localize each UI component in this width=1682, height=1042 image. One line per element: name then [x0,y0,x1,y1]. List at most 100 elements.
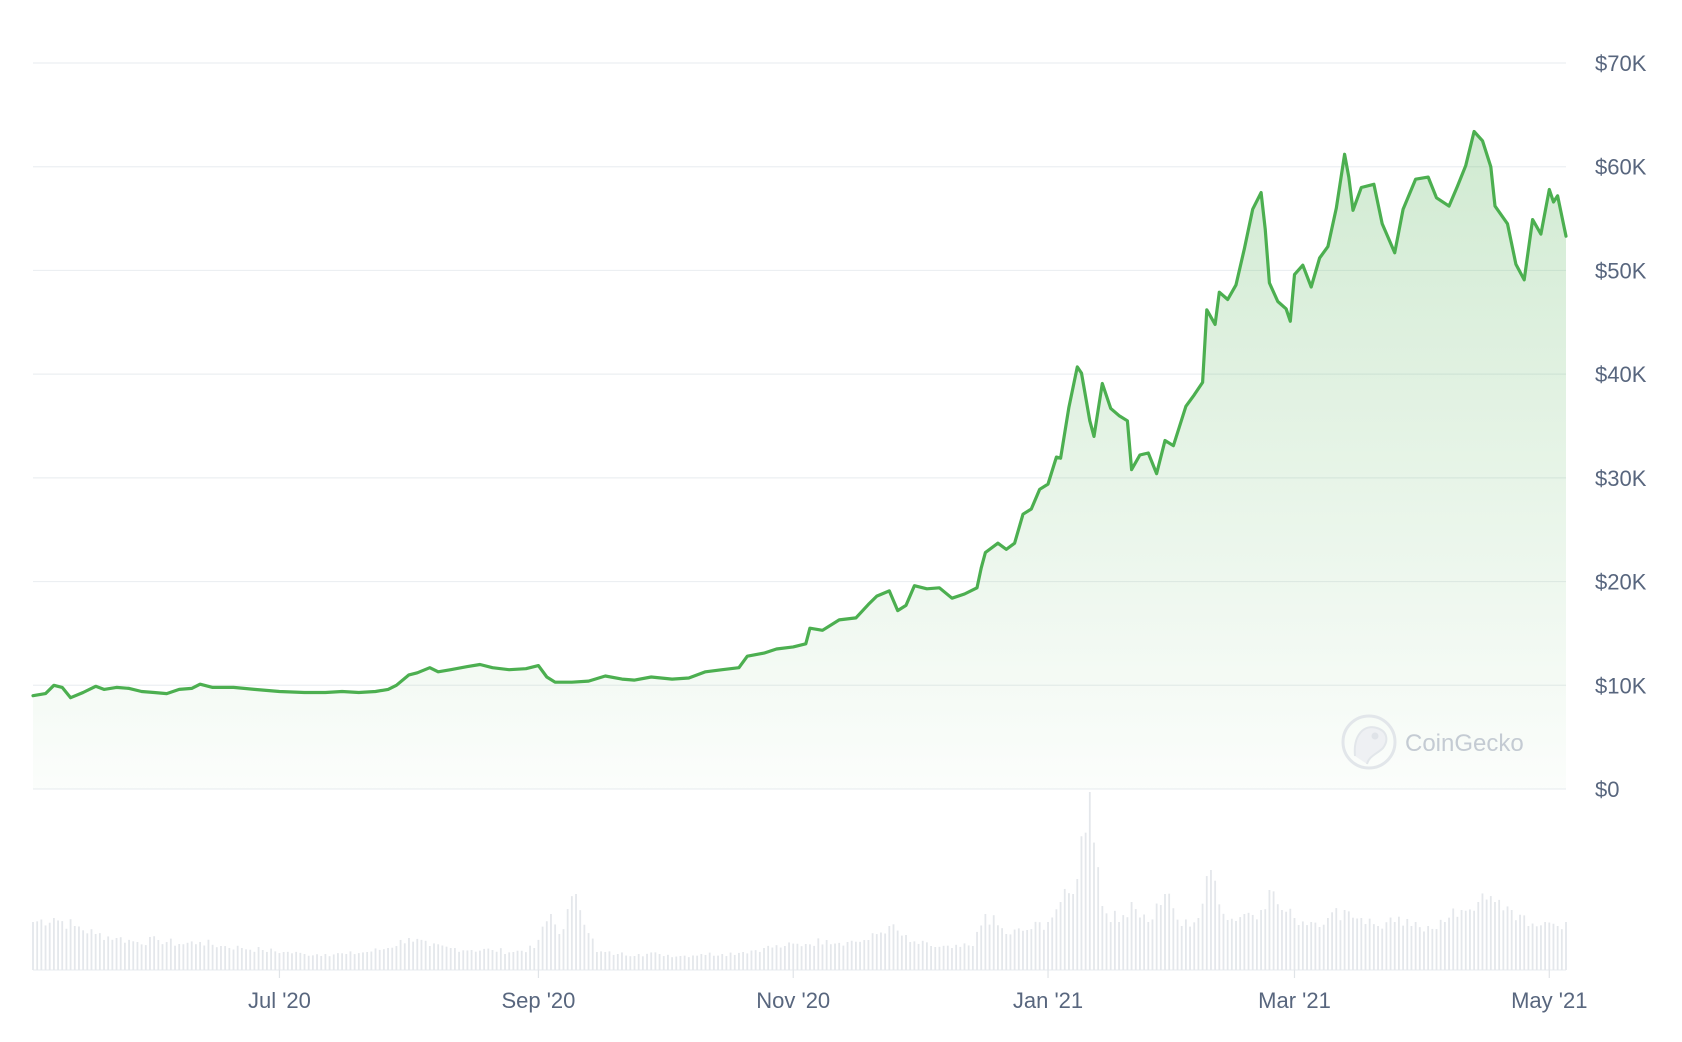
volume-bar [884,933,887,970]
volume-bar [52,918,55,970]
volume-bar [161,944,164,970]
volume-bar [1022,930,1024,970]
volume-bar [1276,904,1279,970]
volume-bar [566,909,569,970]
volume-bar [1151,919,1154,970]
volume-bar [1423,931,1425,970]
volume-bar [1126,917,1129,970]
volume-bar [90,929,93,970]
volume-bar [445,946,448,970]
volume-bar [495,951,498,970]
volume-bar [111,939,114,970]
volume-bar [36,921,39,970]
volume-bar [1130,902,1133,970]
volume-bar [763,948,765,970]
volume-bar [767,945,770,970]
volume-bar [479,950,481,970]
volume-bar [1268,890,1271,970]
volume-bar [437,944,440,970]
volume-bar [1368,918,1371,970]
volume-bar [1093,842,1095,970]
volume-bar [1264,909,1267,970]
volume-bar [1473,910,1476,970]
volume-bar [1113,910,1116,970]
volume-bar [61,921,64,970]
volume-bar [1034,921,1037,970]
volume-bar [1448,917,1450,970]
volume-bar [1226,920,1229,970]
volume-bar [1235,920,1237,970]
volume-bar [470,950,473,970]
price-line-group[interactable] [31,129,1568,700]
volume-bar [608,951,611,970]
volume-bar [579,910,582,970]
volume-bar [295,951,298,970]
volume-bar [190,941,193,970]
volume-bar [1001,928,1003,970]
volume-bar [591,938,594,970]
volume-bar [458,951,460,970]
volume-bar [1377,926,1379,970]
volume-bar [984,914,987,970]
x-tick-label: Mar '21 [1258,988,1331,1013]
volume-bar [1310,922,1313,970]
volume-bar [378,949,381,970]
volume-bars [32,792,1567,970]
volume-bar [545,921,548,970]
volume-bar [278,953,281,970]
volume-bar [1176,919,1179,970]
volume-bar [917,943,920,970]
volume-bar [474,951,477,970]
volume-bar [930,946,932,970]
volume-bar [487,948,490,970]
volume-bar [1260,910,1262,970]
volume-bar [888,926,891,970]
volume-bar [1406,918,1409,970]
volume-bar [504,953,506,970]
price-line[interactable] [31,129,1568,700]
volume-bar [942,945,945,970]
volume-bar [809,944,811,970]
volume-bar [955,944,958,970]
volume-bar [909,942,912,970]
x-tick-label: Nov '20 [756,988,830,1013]
volume-bar [658,954,661,970]
volume-bar [1159,905,1162,970]
volume-bar [1139,917,1141,970]
volume-bar [65,928,68,970]
volume-bar [1477,902,1480,970]
volume-bar [453,948,456,970]
volume-bar [625,955,628,970]
volume-bar [128,939,130,970]
volume-bar [249,949,252,970]
volume-bar [1456,916,1459,970]
volume-bar [641,956,644,970]
volume-bar [1218,904,1221,970]
volume-bar [1327,918,1329,970]
volume-bar [374,948,377,970]
volume-bar [307,955,310,970]
volume-bar [1494,902,1496,970]
volume-bar [1184,919,1187,970]
volume-bar [1331,912,1333,970]
volume-bar [220,946,222,970]
volume-bar [834,943,836,970]
volume-bar [1134,909,1137,970]
volume-bar [846,942,849,970]
volume-bar [1485,899,1488,970]
volume-bar [382,949,385,970]
volume-bar [821,944,824,970]
volume-bar [1469,909,1471,970]
volume-bar [303,954,306,970]
volume-bar [633,956,636,970]
volume-bar [211,944,214,970]
volume-bar [1205,876,1208,970]
volume-bar [48,922,51,970]
volume-bar [746,953,749,970]
volume-bar [1402,925,1404,970]
volume-bar [662,956,665,970]
volume-bar [370,951,373,970]
volume-bar [1005,934,1008,970]
x-tick-label: May '21 [1511,988,1587,1013]
